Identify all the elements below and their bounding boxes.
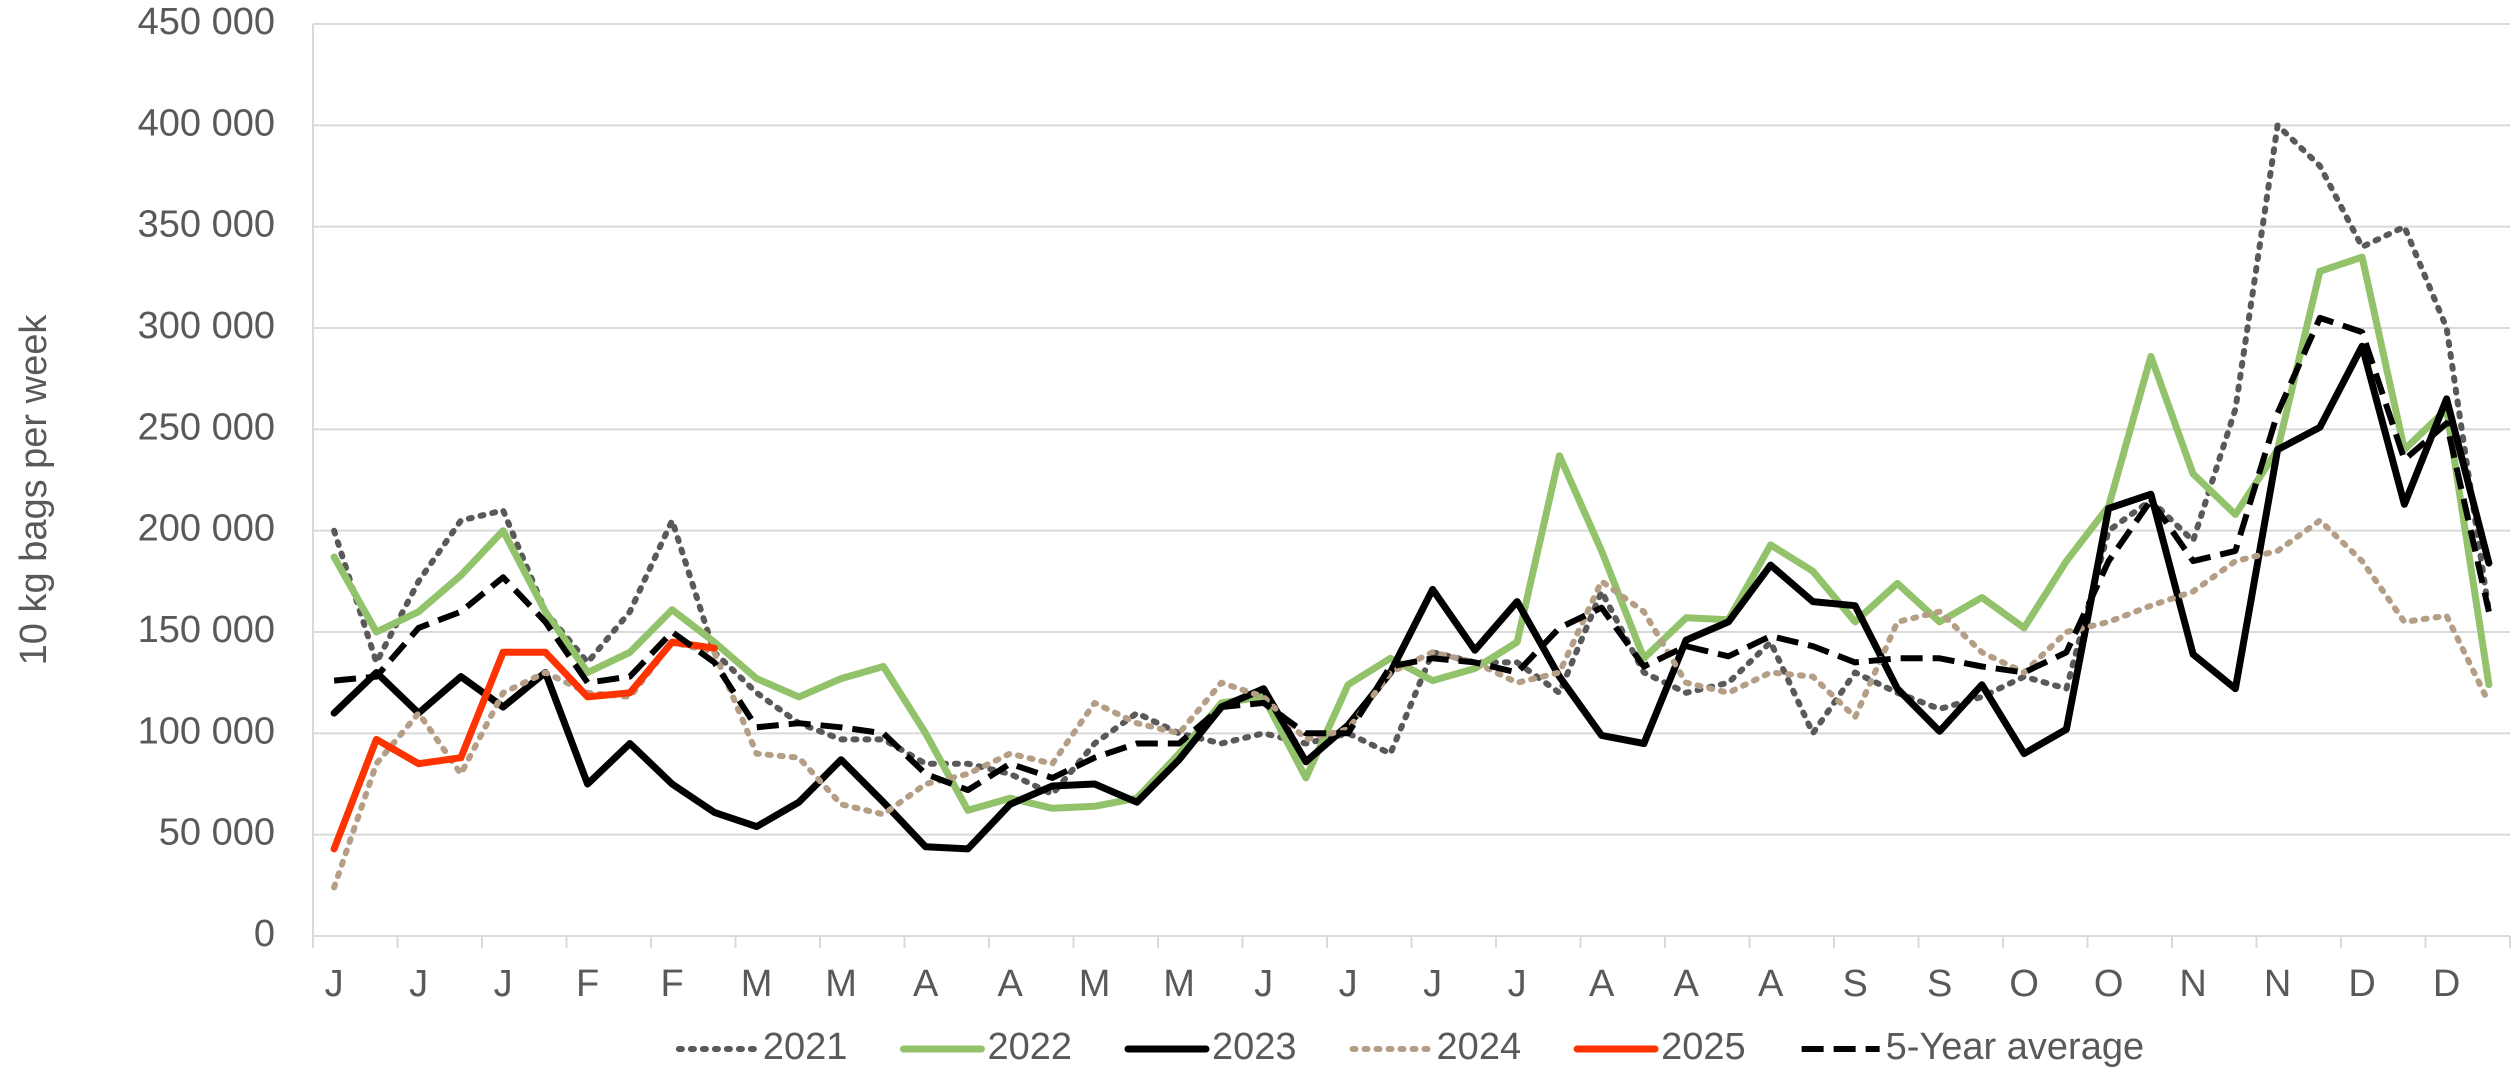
y-tick-label: 50 000 — [159, 812, 275, 854]
y-tick-label: 400 000 — [138, 102, 275, 144]
x-tick-label: F — [576, 963, 599, 1005]
legend-label: 5-Year average — [1886, 1026, 2144, 1068]
x-tick-label: M — [741, 963, 773, 1005]
y-tick-label: 100 000 — [138, 710, 275, 752]
x-tick-label: A — [1758, 963, 1784, 1005]
x-tick-label: F — [661, 963, 684, 1005]
x-tick-label: J — [1254, 963, 1273, 1005]
x-tick-label: D — [2433, 963, 2460, 1005]
x-tick-label: J — [325, 963, 344, 1005]
x-tick-label: N — [2179, 963, 2206, 1005]
x-tick-label: S — [1927, 963, 1952, 1005]
y-axis-label: 10 kg bags per week — [13, 314, 55, 666]
x-tick-label: J — [494, 963, 513, 1005]
x-tick-label: D — [2348, 963, 2375, 1005]
legend-label: 2021 — [763, 1026, 848, 1068]
x-tick-label: S — [1842, 963, 1867, 1005]
series-line — [330, 253, 2493, 814]
x-tick-label: O — [2009, 963, 2039, 1005]
legend-label: 2023 — [1212, 1026, 1297, 1068]
x-tick-label: O — [2094, 963, 2124, 1005]
x-tick-label: J — [1423, 963, 1442, 1005]
x-tick-label: A — [1589, 963, 1615, 1005]
x-tick-label: J — [1339, 963, 1358, 1005]
y-tick-label: 300 000 — [138, 305, 275, 347]
x-tick-label: J — [409, 963, 428, 1005]
x-tick-label: A — [1673, 963, 1699, 1005]
y-tick-label: 250 000 — [138, 406, 275, 448]
x-tick-label: M — [1163, 963, 1195, 1005]
y-tick-label: 450 000 — [138, 1, 275, 43]
y-tick-label: 0 — [254, 913, 275, 955]
x-tick-label: M — [1079, 963, 1111, 1005]
x-tick-label: M — [825, 963, 857, 1005]
series-line — [333, 314, 2492, 794]
y-tick-label: 350 000 — [138, 204, 275, 246]
legend-label: 2022 — [987, 1026, 1072, 1068]
x-tick-label: N — [2264, 963, 2291, 1005]
y-tick-label: 150 000 — [138, 609, 275, 651]
legend-label: 2025 — [1661, 1026, 1746, 1068]
series-line — [330, 342, 2493, 853]
series-line — [330, 638, 718, 853]
y-tick-label: 200 000 — [138, 508, 275, 550]
x-tick-label: A — [997, 963, 1023, 1005]
series-line — [331, 122, 2492, 798]
legend-label: 2024 — [1437, 1026, 1522, 1068]
x-tick-label: A — [913, 963, 939, 1005]
x-tick-label: J — [1508, 963, 1527, 1005]
